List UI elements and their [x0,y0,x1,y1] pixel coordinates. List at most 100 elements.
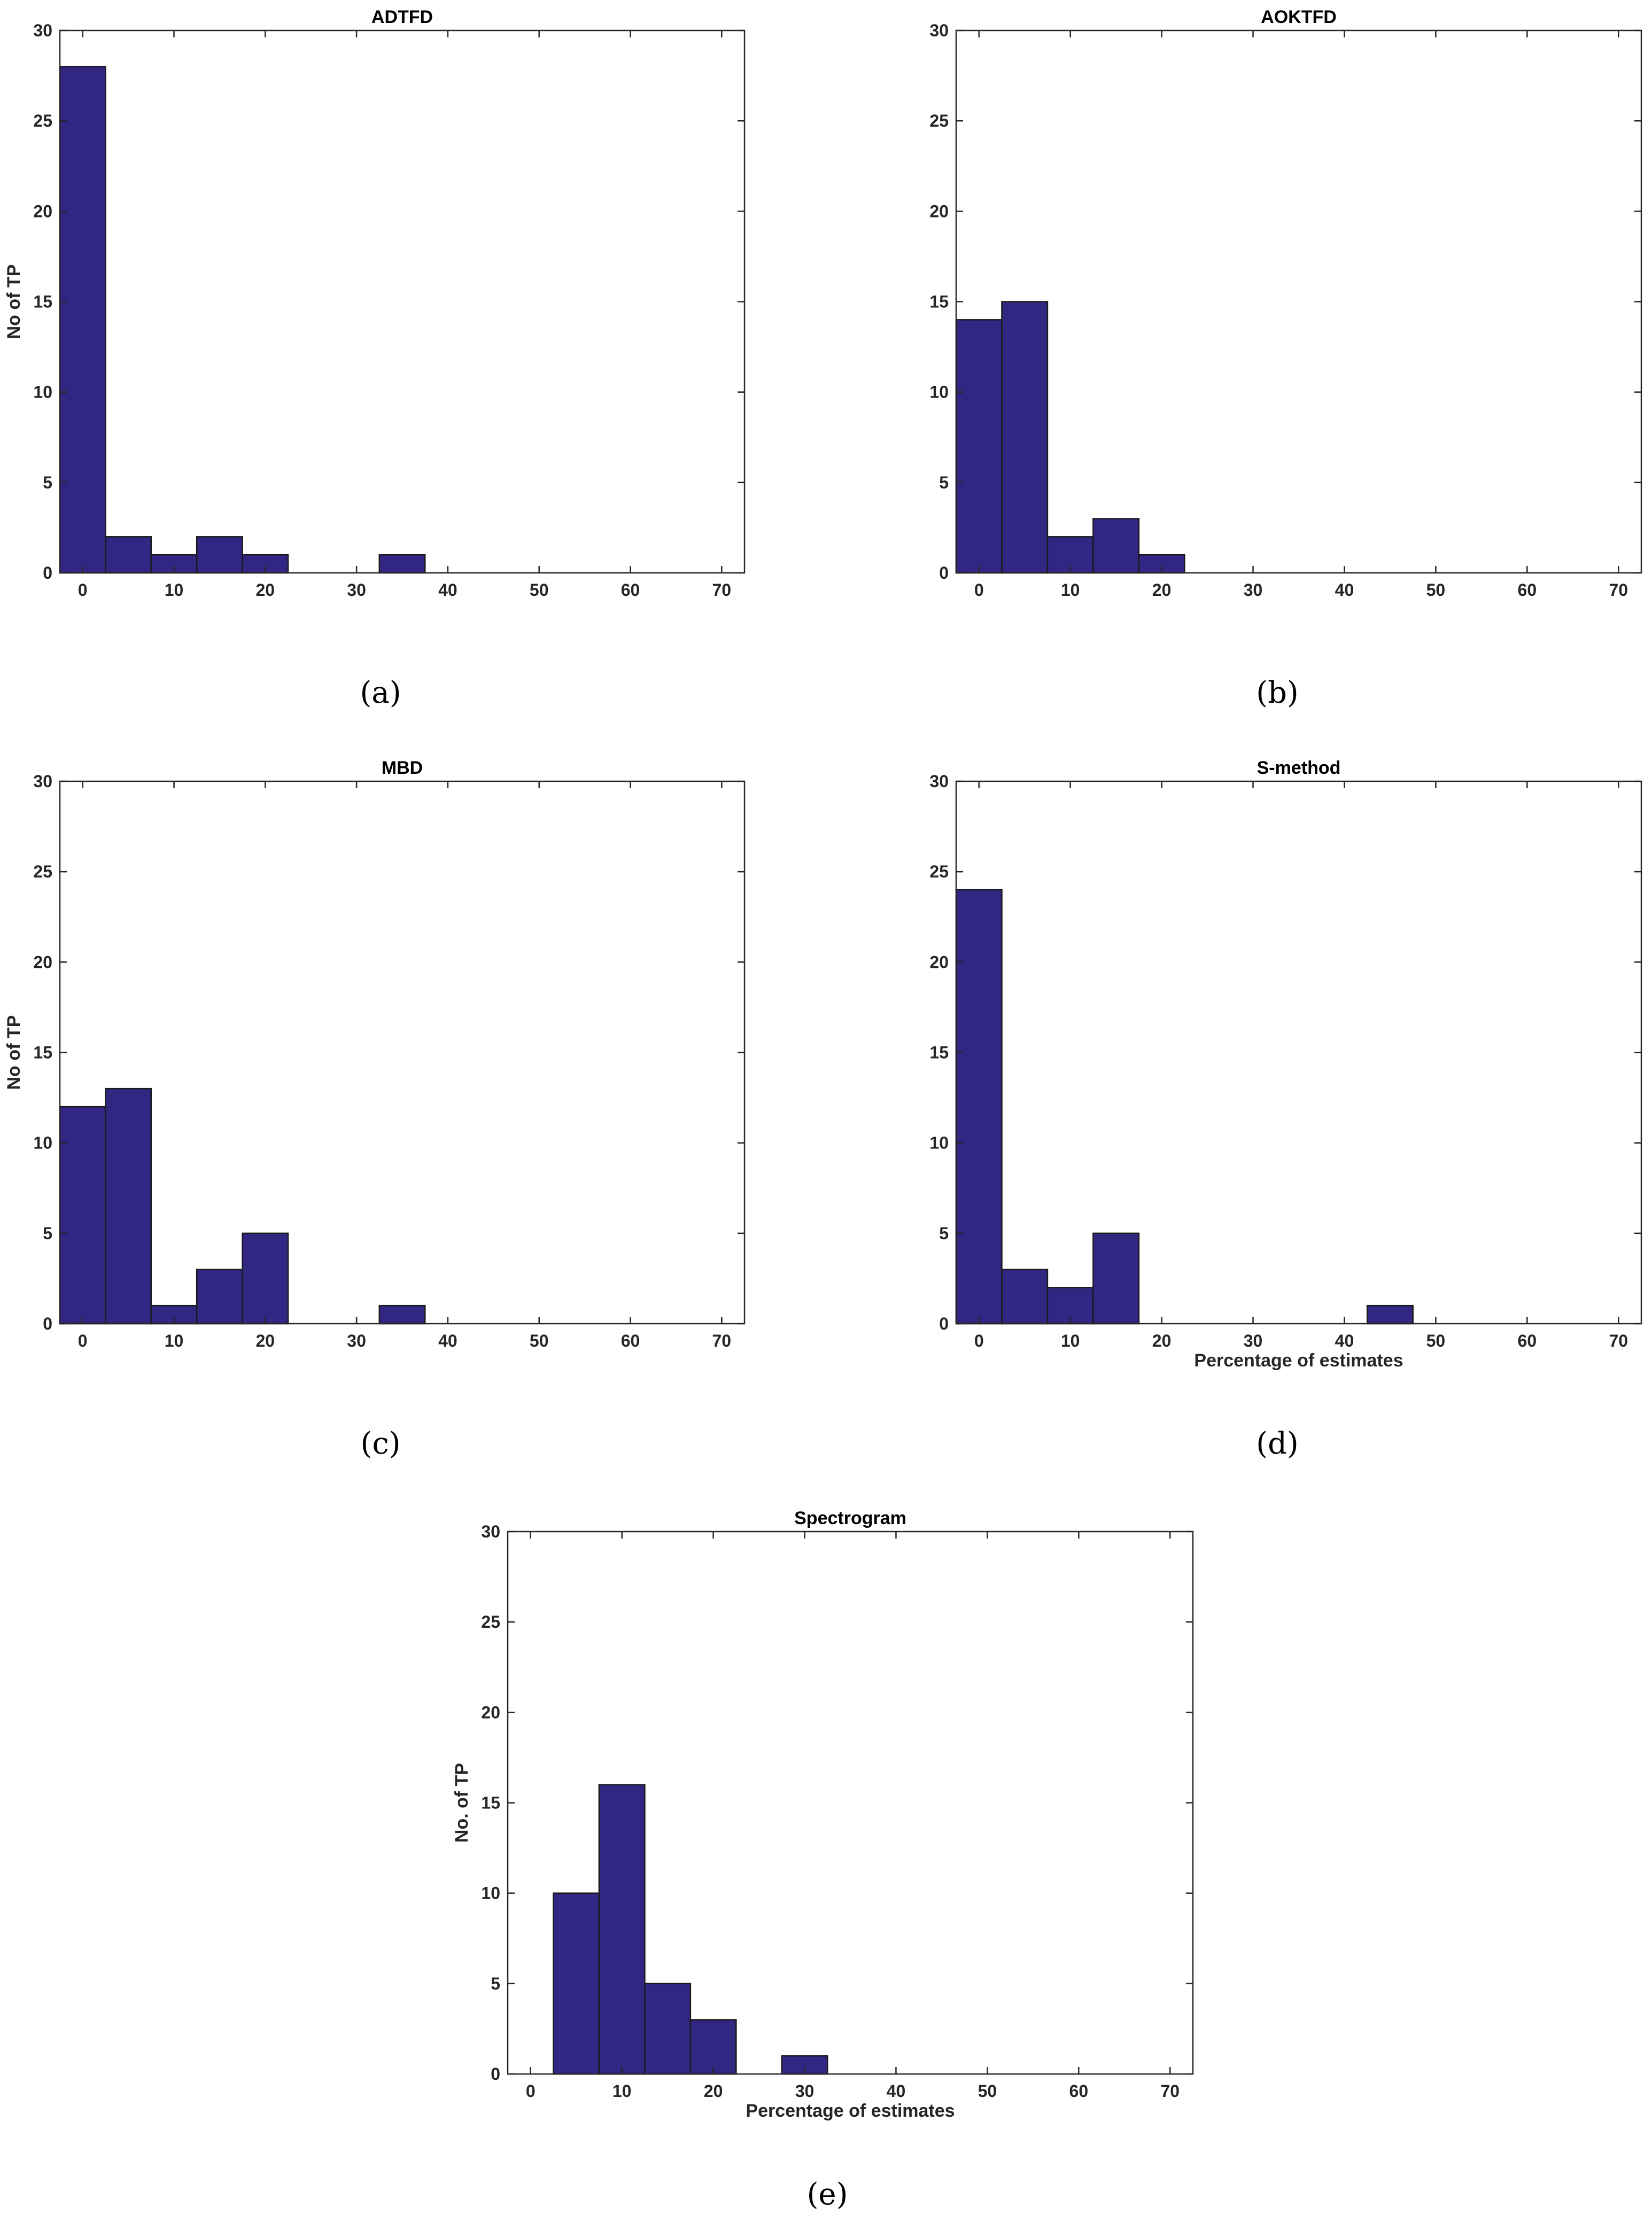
panel-caption: (c) [360,1426,400,1461]
histogram-bar [955,319,1003,574]
y-tick-label: 30 [481,1522,500,1541]
x-tick-label: 20 [1152,1331,1172,1350]
y-tick-label: 20 [929,201,949,221]
x-tick-label: 20 [256,1331,275,1350]
histogram-panel-1: 0 10 20 30 40 50 60 70 0 5 10 15 20 25 30 ADTFD No of TP… [4,7,746,710]
y-tick-label: 15 [33,1043,52,1062]
y-tick-label: 0 [939,1314,949,1333]
panel-caption: (d) [1256,1426,1299,1461]
x-tick-label: 70 [1160,2081,1180,2101]
y-tick-label: 30 [33,21,52,40]
histogram-bar [105,1087,152,1325]
plot-area [60,30,744,573]
x-tick-label: 50 [530,1331,549,1350]
y-tick-label: 20 [33,201,52,221]
x-tick-label: 40 [438,1331,457,1350]
histogram-bar [196,536,243,574]
histogram-bar [644,1983,692,2075]
y-tick-label: 30 [929,772,949,791]
histogram-panel-5: 0 10 20 30 40 50 60 70 0 5 10 15 20 25 30 Spectrogram Pe… [452,1508,1194,2212]
panel-caption: (a) [360,675,401,710]
y-tick-label: 20 [929,952,949,972]
y-tick-label: 25 [33,862,52,881]
histogram-bar [955,889,1003,1325]
histogram-bar [553,1892,600,2075]
x-tick-label: 70 [1609,1331,1628,1350]
y-tick-label: 5 [939,1224,949,1243]
y-tick-label: 15 [929,292,949,312]
plot-area [956,781,1641,1324]
x-tick-label: 30 [795,2081,815,2101]
x-tick-label: 50 [978,2081,997,2101]
y-axis-label: No of TP [4,265,24,339]
y-axis-label: No. of TP [452,1763,472,1843]
y-tick-label: 10 [481,1884,500,1903]
y-tick-label: 0 [491,2064,500,2084]
x-axis-label: Percentage of estimates [1194,1350,1403,1371]
histogram-bar [1366,1304,1414,1325]
chart-title: AOKTFD [1261,7,1337,27]
x-tick-label: 70 [712,580,732,600]
x-tick-label: 10 [1061,580,1080,600]
histogram-bar [196,1269,243,1325]
y-tick-label: 20 [481,1703,500,1722]
y-tick-label: 10 [929,1133,949,1153]
y-tick-label: 15 [33,292,52,312]
x-tick-label: 40 [438,580,457,600]
x-tick-label: 30 [347,580,366,600]
chart-title: Spectrogram [794,1508,906,1528]
chart-title: S-method [1257,758,1341,778]
x-tick-label: 0 [78,1331,88,1350]
histogram-bar [689,2019,737,2075]
x-tick-label: 70 [712,1331,732,1350]
histogram-bar [105,536,152,574]
histogram-panel-2: 0 10 20 30 40 50 60 70 0 5 10 15 20 25 30 AOKTFD (b) [929,7,1642,710]
chart-title: MBD [382,758,423,778]
histogram-bar [378,1304,426,1325]
y-tick-label: 5 [939,473,949,492]
x-tick-label: 10 [165,1331,184,1350]
y-tick-label: 25 [929,111,949,130]
x-tick-label: 60 [1069,2081,1089,2101]
panel-caption: (e) [807,2177,848,2212]
histogram-bar [1001,301,1049,574]
histogram-panel-3: 0 10 20 30 40 50 60 70 0 5 10 15 20 25 30 MBD No of TP (c… [4,758,746,1461]
y-tick-label: 10 [33,383,52,402]
x-tick-label: 60 [1518,580,1537,600]
x-tick-label: 40 [1335,1331,1354,1350]
y-tick-label: 15 [481,1793,500,1813]
y-tick-label: 30 [929,21,949,40]
histogram-bar [59,66,106,574]
histogram-bar [59,1106,106,1325]
y-tick-label: 5 [43,1224,52,1243]
histogram-bar [378,554,426,574]
plot-area [60,781,744,1324]
y-tick-label: 10 [33,1133,52,1153]
x-tick-label: 20 [704,2081,723,2101]
y-tick-label: 15 [929,1043,949,1062]
x-tick-label: 70 [1609,580,1628,600]
x-tick-label: 0 [974,1331,984,1350]
y-axis-label: No of TP [4,1015,24,1090]
x-tick-label: 20 [256,580,275,600]
histogram-bar [1092,1232,1140,1325]
y-tick-label: 5 [491,1974,500,1993]
x-tick-label: 60 [621,580,640,600]
chart-title: ADTFD [371,7,433,27]
y-tick-label: 20 [33,952,52,972]
x-tick-label: 0 [974,580,984,600]
histogram-panel-4: 0 10 20 30 40 50 60 70 0 5 10 15 20 25 30 S-method Perce… [929,758,1642,1461]
histogram-bar [1092,518,1140,574]
x-tick-label: 10 [612,2081,632,2101]
y-tick-label: 5 [43,473,52,492]
y-tick-label: 25 [33,111,52,130]
y-tick-label: 10 [929,383,949,402]
x-tick-label: 0 [78,580,88,600]
histogram-bar [1001,1269,1049,1325]
plot-area [956,30,1641,573]
histogram-bar [598,1784,646,2075]
y-tick-label: 30 [33,772,52,791]
y-tick-label: 0 [939,563,949,582]
y-tick-label: 0 [43,563,52,582]
